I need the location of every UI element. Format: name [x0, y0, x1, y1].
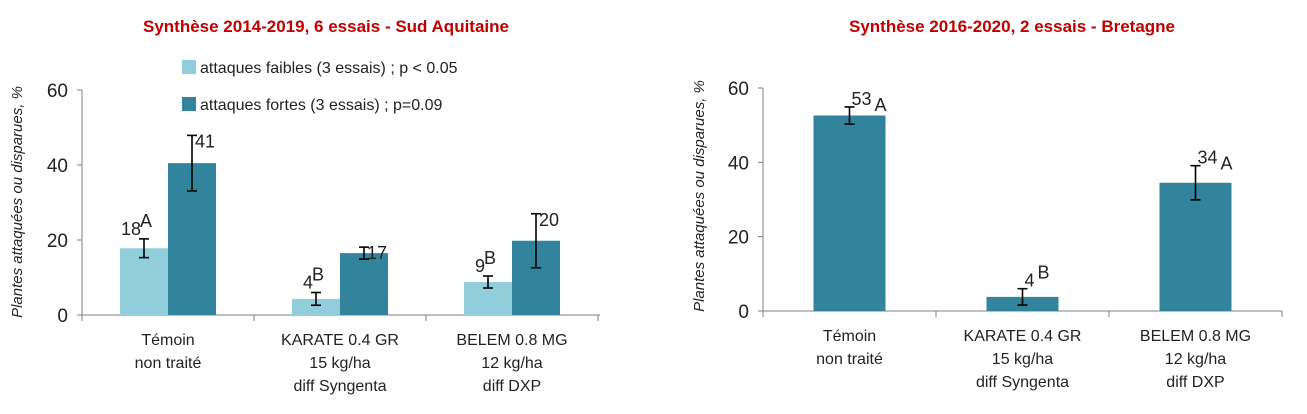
- y-tick-label: 60: [47, 81, 68, 102]
- legend-swatch: [182, 97, 196, 111]
- data-label: 53: [852, 89, 872, 109]
- data-label: 9: [475, 256, 485, 276]
- y-axis-label: Plantes attaquées ou disparues, %: [691, 80, 708, 312]
- significance-letter: B: [484, 248, 496, 268]
- y-tick-label: 0: [57, 306, 68, 327]
- chart-title: Synthèse 2016-2020, 2 essais - Bretagne: [849, 17, 1175, 36]
- x-category-label-line: KARATE 0.4 GR: [964, 328, 1082, 345]
- x-category-label: Témoin non traité: [816, 328, 883, 368]
- legend-swatch: [182, 60, 196, 74]
- significance-letter: B: [312, 265, 324, 285]
- x-category-label-line: 12 kg/ha: [481, 355, 542, 372]
- x-category-label-line: diff DXP: [483, 378, 541, 395]
- legend-entry: attaques faibles (3 essais) ; p < 0.05: [200, 60, 458, 77]
- x-category-label: KARATE 0.4 GR 15 kg/ha diff Syngenta: [964, 328, 1082, 391]
- x-category-label-line: 12 kg/ha: [1165, 351, 1226, 368]
- data-label: 41: [195, 131, 215, 151]
- chart-title: Synthèse 2014-2019, 6 essais - Sud Aquit…: [143, 17, 509, 36]
- data-label: 4: [303, 273, 313, 293]
- x-category-label-line: diff Syngenta: [293, 378, 386, 395]
- x-category-label-line: diff DXP: [1166, 374, 1224, 391]
- x-category-label-line: KARATE 0.4 GR: [281, 332, 399, 349]
- x-category-label: KARATE 0.4 GR 15 kg/ha diff Syngenta: [281, 332, 399, 395]
- significance-letter: A: [875, 95, 887, 115]
- bar: [1159, 182, 1232, 311]
- x-category-label-line: Témoin: [141, 332, 194, 349]
- y-tick-label: 20: [47, 231, 68, 252]
- y-axis-label: Plantes attaquées ou disparues, %: [9, 86, 26, 318]
- x-category-label-line: 15 kg/ha: [309, 355, 370, 372]
- significance-letter: A: [1221, 154, 1233, 174]
- bar: [813, 115, 886, 312]
- x-category-label: Témoin non traité: [135, 332, 202, 372]
- x-category-label-line: 15 kg/ha: [992, 351, 1053, 368]
- data-label: 34: [1198, 148, 1218, 168]
- x-category-label-line: BELEM 0.8 MG: [1140, 328, 1251, 345]
- x-category-label-line: Témoin: [823, 328, 876, 345]
- x-category-label-line: diff Syngenta: [976, 374, 1069, 391]
- y-tick-label: 0: [738, 302, 749, 323]
- x-category-label: BELEM 0.8 MG 12 kg/ha diff DXP: [456, 332, 567, 395]
- bar: [340, 253, 388, 315]
- data-label: 18: [121, 219, 141, 239]
- x-category-label-line: non traité: [135, 355, 202, 372]
- data-label: 17: [367, 243, 387, 263]
- bar: [292, 298, 340, 315]
- significance-letter: B: [1038, 263, 1050, 283]
- legend-entry: attaques fortes (3 essais) ; p=0.09: [200, 97, 442, 114]
- y-tick-label: 40: [728, 153, 749, 174]
- chart-1: Synthèse 2014-2019, 6 essais - Sud Aquit…: [9, 17, 600, 395]
- y-tick-label: 40: [47, 156, 68, 177]
- y-tick-label: 20: [728, 228, 749, 249]
- x-category-label-line: non traité: [816, 351, 883, 368]
- data-label: 20: [539, 210, 559, 230]
- data-label: 4: [1025, 271, 1035, 291]
- y-tick-label: 60: [728, 79, 749, 100]
- chart-2: Synthèse 2016-2020, 2 essais - Bretagne P…: [691, 17, 1283, 391]
- bar: [120, 248, 168, 315]
- x-category-label-line: BELEM 0.8 MG: [456, 332, 567, 349]
- x-category-label: BELEM 0.8 MG 12 kg/ha diff DXP: [1140, 328, 1251, 391]
- significance-letter: A: [140, 211, 152, 231]
